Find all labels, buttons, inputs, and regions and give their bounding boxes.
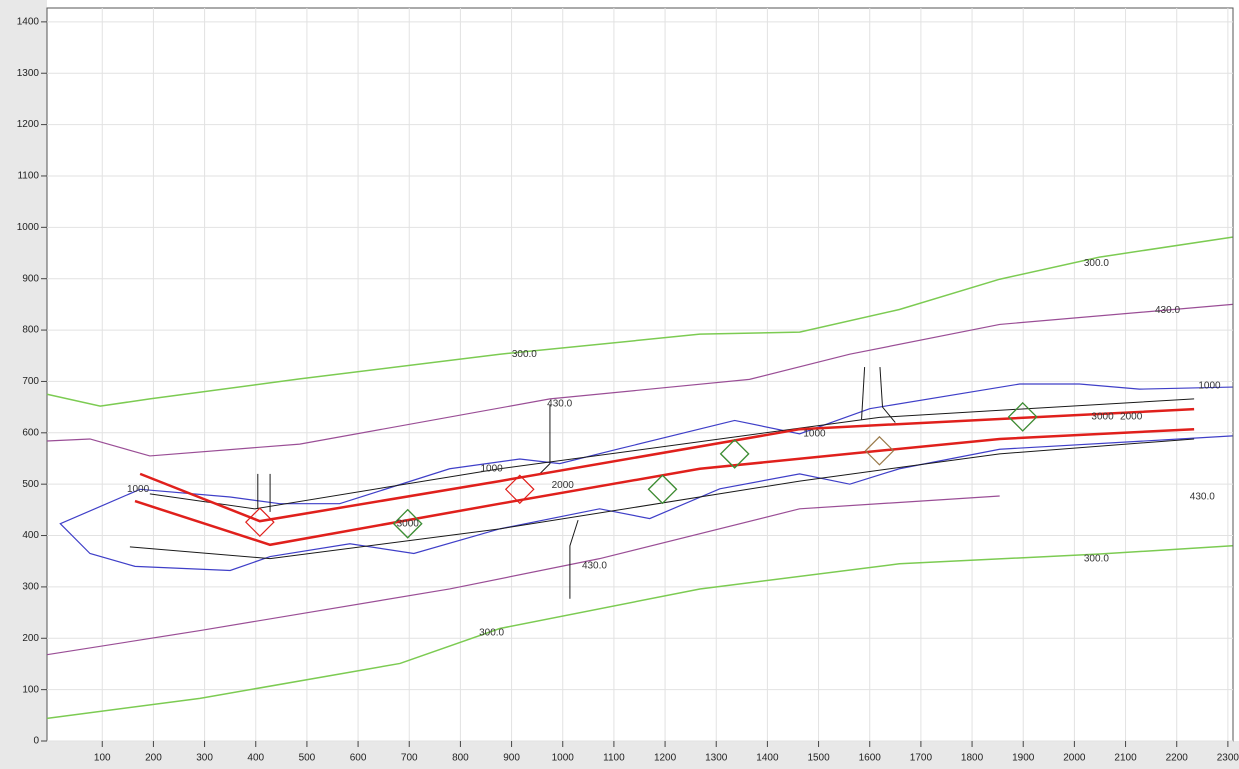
y-tick-label: 400 — [22, 530, 39, 541]
y-tick-label: 0 — [33, 736, 39, 747]
y-tick-label: 900 — [22, 273, 39, 284]
y-tick-label: 700 — [22, 376, 39, 387]
contour-line — [46, 495, 1000, 656]
contour-line — [46, 236, 1233, 407]
y-tick-label: 500 — [22, 479, 39, 490]
y-tick-label: 1100 — [17, 171, 39, 182]
diamond-marker — [504, 474, 535, 505]
contour-line — [134, 427, 1195, 547]
y-tick-label: 1000 — [17, 222, 40, 233]
x-tick-label: 1300 — [705, 753, 728, 764]
contour-label: 1000 — [480, 463, 503, 474]
y-tick-label: 1300 — [17, 68, 40, 79]
x-tick-label: 1400 — [756, 753, 779, 764]
contour-line — [879, 367, 896, 423]
contour-line — [46, 303, 1233, 457]
plot-area — [46, 7, 1234, 742]
y-tick-label: 200 — [22, 633, 39, 644]
x-tick-label: 1200 — [654, 753, 677, 764]
x-tick-label: 2300 — [1217, 753, 1239, 764]
x-tick-label: 1800 — [961, 753, 984, 764]
y-tick-label: 600 — [22, 427, 39, 438]
contour-label: 430.0 — [1190, 492, 1215, 503]
diamond-marker — [1007, 402, 1038, 432]
contour-label: 430.0 — [1155, 305, 1180, 316]
diamond-marker — [392, 508, 423, 539]
contour-label: 300.0 — [479, 627, 504, 638]
contour-label: 300.0 — [1084, 553, 1109, 564]
contour-label: 2000 — [1120, 412, 1143, 423]
x-tick-label: 900 — [503, 753, 520, 764]
contour-label: 3000 — [397, 518, 420, 529]
contour-line — [139, 407, 1195, 523]
x-tick-label: 100 — [94, 753, 111, 764]
x-axis-strip — [0, 741, 1239, 769]
x-tick-label: 200 — [145, 753, 162, 764]
contour-label: 300.0 — [1084, 258, 1109, 269]
x-tick-label: 400 — [247, 753, 264, 764]
contour-label: 1000 — [127, 484, 150, 495]
x-tick-label: 2100 — [1114, 753, 1137, 764]
contour-label: 430.0 — [547, 399, 572, 410]
x-tick-label: 1000 — [552, 753, 575, 764]
x-tick-label: 700 — [401, 753, 418, 764]
contour-label: 430.0 — [582, 560, 607, 571]
x-tick-label: 1900 — [1012, 753, 1035, 764]
contour-label: 1000 — [1198, 381, 1221, 392]
y-tick-label: 1400 — [17, 17, 40, 28]
diamond-marker — [244, 507, 275, 538]
contour-line — [140, 383, 1233, 505]
x-tick-label: 2000 — [1063, 753, 1086, 764]
y-tick-label: 800 — [22, 325, 39, 336]
x-tick-label: 800 — [452, 753, 469, 764]
contour-label: 3000 — [1091, 412, 1114, 423]
x-tick-label: 500 — [299, 753, 316, 764]
y-tick-label: 300 — [22, 582, 39, 593]
contour-line — [129, 438, 1195, 560]
diamond-marker — [719, 439, 750, 469]
diamond-marker — [647, 474, 678, 505]
contour-line — [569, 519, 579, 599]
contour-line — [46, 545, 1233, 720]
x-tick-label: 600 — [350, 753, 367, 764]
contour-label: 300.0 — [512, 349, 537, 360]
contour-label: 2000 — [552, 480, 575, 491]
x-tick-label: 1700 — [910, 753, 933, 764]
x-tick-label: 300 — [196, 753, 213, 764]
contour-label: 1000 — [803, 428, 826, 439]
x-tick-label: 2200 — [1166, 753, 1189, 764]
x-tick-label: 1600 — [859, 753, 882, 764]
x-tick-label: 1100 — [603, 753, 625, 764]
x-tick-label: 1500 — [807, 753, 830, 764]
y-tick-label: 100 — [22, 684, 39, 695]
y-axis-strip — [0, 0, 47, 769]
y-tick-label: 1200 — [17, 119, 40, 130]
contour-line — [149, 398, 1195, 510]
diamond-marker — [864, 435, 895, 466]
contour-line — [861, 367, 866, 420]
contour-line — [539, 404, 551, 475]
